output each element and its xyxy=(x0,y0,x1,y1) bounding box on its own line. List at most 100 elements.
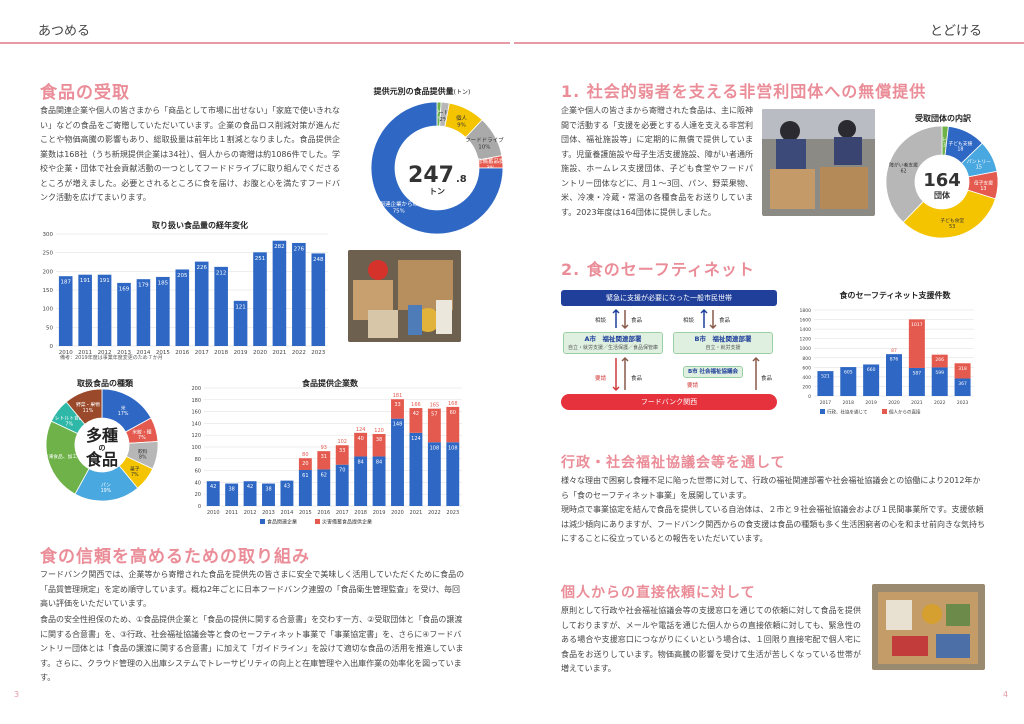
y-tick-label: 0 xyxy=(808,394,811,400)
x-tick-label: 2021 xyxy=(272,350,286,356)
donut-label-5: 障がい者支援 62 xyxy=(889,161,918,174)
donut2-center-3: 食品 xyxy=(85,450,118,469)
bar-label-0-2011: 38 xyxy=(228,487,234,493)
flow-label-food-a2: 食品 xyxy=(631,376,643,382)
bar-0-2014 xyxy=(280,480,294,506)
flow-label-food-b: 食品 xyxy=(719,318,731,324)
donut-label-4: 子ども食堂 53 xyxy=(940,217,964,230)
bar-0-2022 xyxy=(427,442,441,506)
heading-safety-net: 2. 食のセーフティネット xyxy=(561,260,755,279)
bar-0-2016 xyxy=(317,469,331,506)
donut3-title: 受取団体の内訳 xyxy=(915,114,971,123)
x-tick-label: 2014 xyxy=(281,510,294,516)
y-tick-label: 1000 xyxy=(800,346,812,352)
header-rule-right xyxy=(514,42,1024,44)
bar-label-0-2018: 605 xyxy=(844,370,853,376)
bar-label-0-2019: 121 xyxy=(235,304,246,310)
donut3-center-unit: 団体 xyxy=(934,190,951,200)
donut-label-0: ホームレス支援 3 xyxy=(928,136,962,149)
x-tick-label: 2013 xyxy=(262,510,275,516)
bar-label-0-2010: 42 xyxy=(210,484,216,490)
bar-0-2020 xyxy=(886,354,902,396)
x-tick-label: 2010 xyxy=(59,350,73,356)
x-tick-label: 2020 xyxy=(391,510,404,516)
paragraph-food-trust-1: フードバンク関西では、企業等から寄贈された食品を提供先の皆さまに安全で美味しく活… xyxy=(40,570,465,608)
donut-slice-5 xyxy=(885,125,943,223)
flow-arrows-a xyxy=(612,308,629,330)
donut-label-2: 飲料 8% xyxy=(138,448,148,461)
bar-label-0-2022: 108 xyxy=(430,445,440,451)
header-left: あつめる xyxy=(38,24,91,39)
bar-0-2011 xyxy=(78,274,92,346)
bar-0-2019 xyxy=(863,364,880,396)
paragraph-food-trust-2: 食品の安全性担保のため、①食品提供企業と「食品の提供に関する合意書」を交わす一方… xyxy=(40,615,464,682)
donut2-center-2: の xyxy=(99,444,106,452)
donut-label-4: パン 19% xyxy=(101,482,112,494)
x-tick-label: 2022 xyxy=(428,510,441,516)
y-tick-label: 1400 xyxy=(800,327,812,333)
bar-label-1-2018: 40 xyxy=(357,436,363,442)
x-tick-label: 2018 xyxy=(843,400,855,406)
legend-swatch-0 xyxy=(820,409,825,414)
bar1-chart: 0 50 100 150 200 250 300 187 2010 191 2011 191 2012 1… xyxy=(43,232,328,356)
y-tick-label: 1600 xyxy=(800,318,812,324)
donut-label-6: レトルト食品 7% xyxy=(55,415,84,428)
bar-1-2019 xyxy=(372,434,386,457)
photo-volunteers xyxy=(762,109,875,216)
x-tick-label: 2015 xyxy=(156,350,170,356)
y-tick-label: 1200 xyxy=(800,337,812,343)
bar2-title: 食品提供企業数 xyxy=(302,379,358,388)
bar-label-0-2020: 876 xyxy=(890,357,899,363)
bar-label-0-2020: 251 xyxy=(255,256,266,262)
bar-total-2018: 124 xyxy=(356,427,366,433)
bar-label-0-2023: 108 xyxy=(448,445,458,451)
paragraph-direct-request: 原則として行政や社会福祉協議会等の支援窓口を通じての依頼に対して食品を提供してお… xyxy=(561,606,861,673)
bar-label-0-2017: 70 xyxy=(339,468,345,474)
bar-0-2020 xyxy=(253,252,267,346)
bar-label-0-2017: 521 xyxy=(821,374,830,380)
donut-label-3: フードドライブ 10% xyxy=(465,136,504,151)
bar-1-2022 xyxy=(427,408,441,443)
bar-0-2023 xyxy=(954,378,971,396)
bar3-chart: 0 200 400 600 800 1000 1200 1400 1600 1800 521 2017… xyxy=(800,308,974,416)
header-right: とどける xyxy=(930,24,983,39)
y-tick-label: 250 xyxy=(43,251,54,257)
bar-label-0-2020: 148 xyxy=(393,422,403,428)
bar-1-2021 xyxy=(409,408,423,433)
flow-arrows-a2 xyxy=(612,356,629,392)
y-tick-label: 150 xyxy=(43,288,54,294)
donut-slice-4 xyxy=(902,189,996,239)
y-tick-label: 300 xyxy=(43,232,54,238)
bar-0-2018 xyxy=(840,367,857,396)
bar-label-0-2021: 587 xyxy=(913,370,922,376)
legend-label-0: 食品関連企業 xyxy=(267,519,297,526)
donut-label-0: 購入品 1% xyxy=(430,108,447,123)
bar-label-1-2021: 1017 xyxy=(911,322,923,328)
x-tick-label: 2017 xyxy=(336,510,349,516)
bar-label-0-2010: 187 xyxy=(60,280,71,286)
y-tick-label: 200 xyxy=(191,386,201,392)
y-tick-label: 20 xyxy=(195,492,201,498)
bar-label-0-2017: 226 xyxy=(196,265,207,271)
donut2-center-1: 多種 xyxy=(86,426,118,445)
y-tick-label: 60 xyxy=(195,469,201,475)
bar-0-2010 xyxy=(206,481,220,506)
y-tick-label: 0 xyxy=(50,344,54,350)
donut-label-1: 米飯・麺 7% xyxy=(132,428,151,441)
paragraph-nonprofit-supply: 企業や個人の皆さまから寄贈された食品は、主に阪神間で活動する「支援を必要とする人… xyxy=(561,106,753,217)
bar-total-2021: 166 xyxy=(411,402,421,408)
paragraph-food-receiving: 食品関連企業や個人の皆さまから「商品として市場に出せない」「家庭で使いきれない」… xyxy=(40,106,340,202)
heading-admin-route: 行政・社会福祉協議会等を通して xyxy=(561,455,786,471)
donut-slice-7 xyxy=(65,388,103,425)
y-tick-label: 100 xyxy=(43,307,54,313)
y-tick-label: 400 xyxy=(802,375,811,381)
donut-label-3: 母子支援 13 xyxy=(974,179,993,192)
bar-label-1-2017: 33 xyxy=(339,448,345,454)
bar3-title: 食のセーフティネット支援件数 xyxy=(839,291,951,300)
bar-1-2023 xyxy=(446,406,460,443)
donut1-center-decimal: .8 xyxy=(456,174,467,185)
heading-direct-request: 個人からの直接依頼に対して xyxy=(561,585,756,601)
x-tick-label: 2016 xyxy=(317,510,330,516)
bar-0-2011 xyxy=(225,483,239,506)
